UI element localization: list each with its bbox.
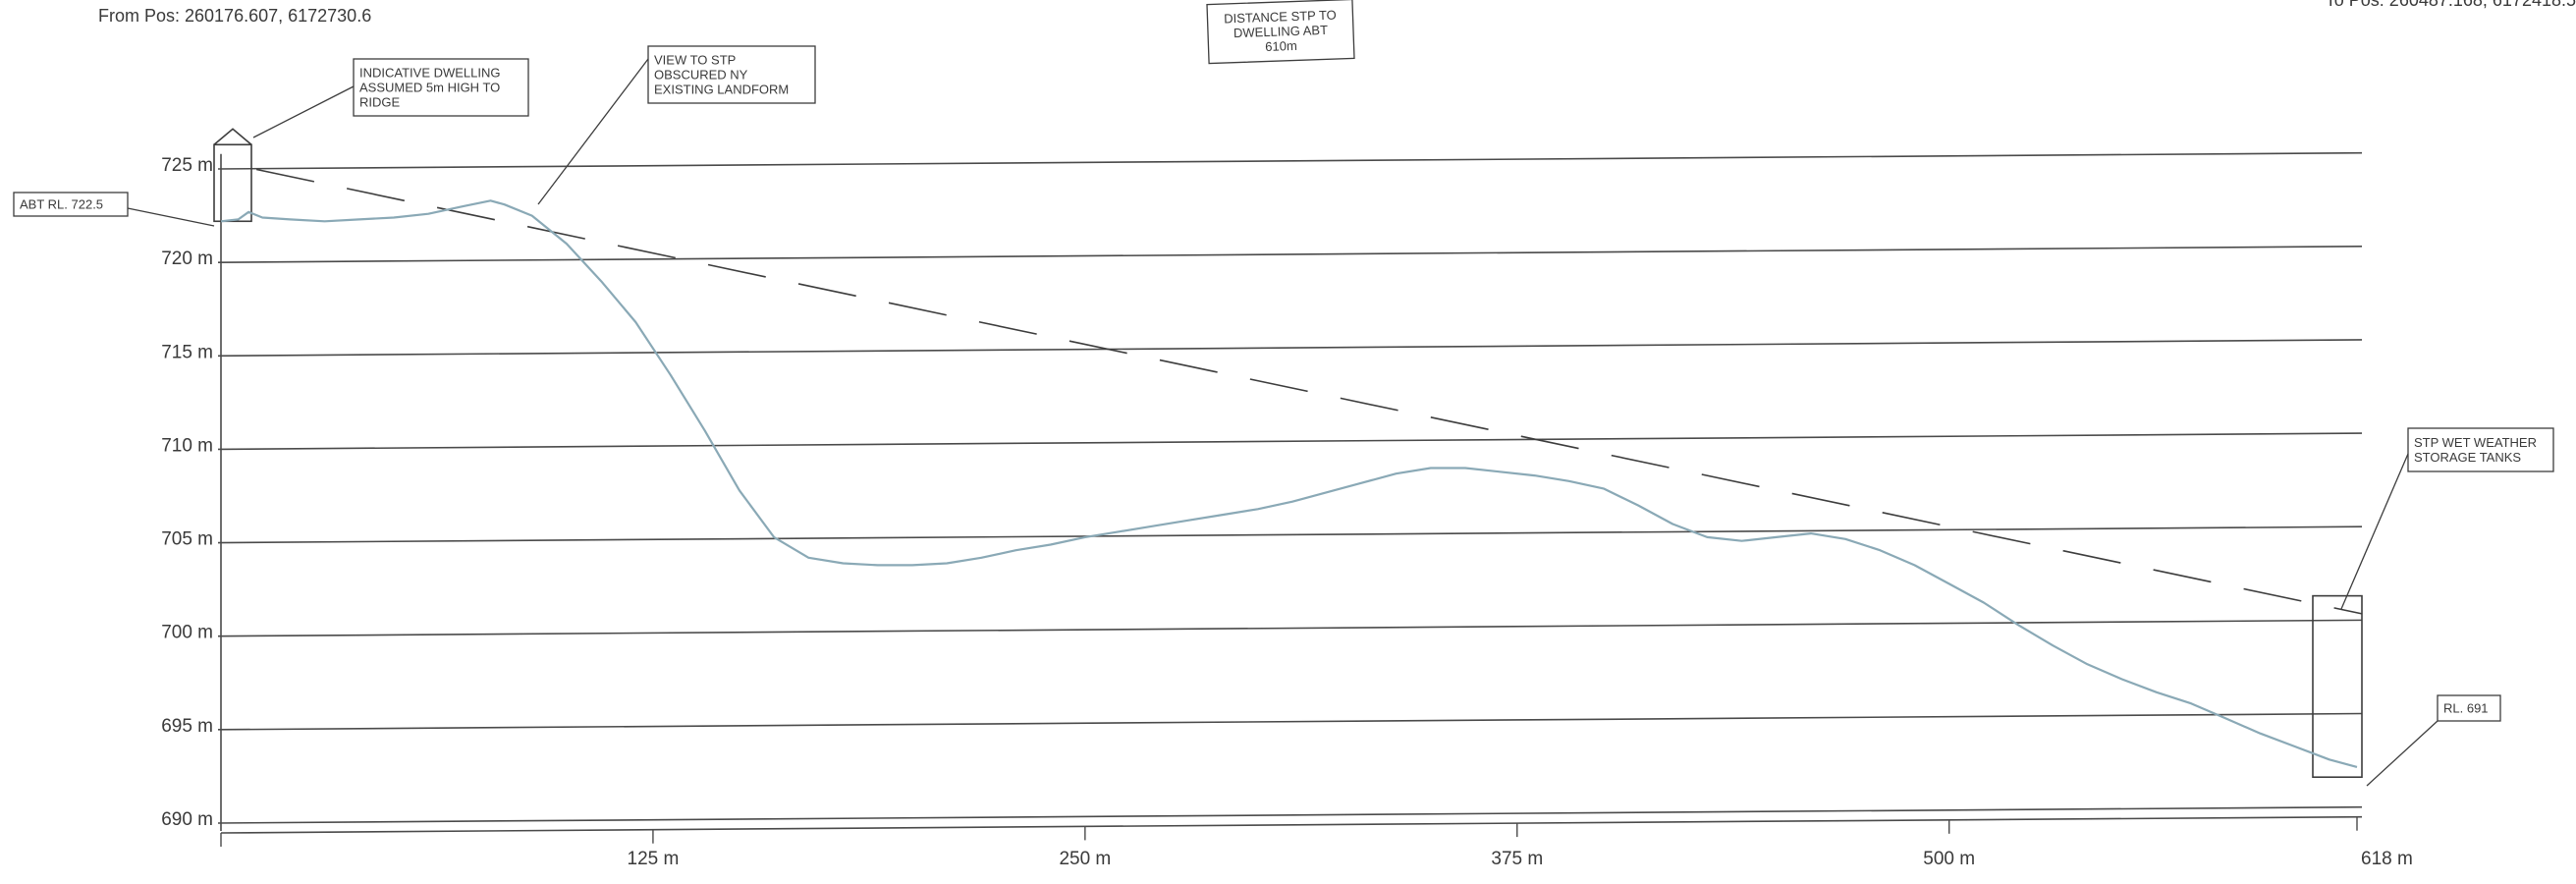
y-tick-label: 715 m — [161, 342, 213, 362]
gridline-705 — [217, 525, 2363, 544]
y-tick-label: 690 m — [161, 809, 213, 830]
annotation-leader — [2366, 720, 2439, 787]
to-position-label: To Pos: 260487.168, 6172418.5 — [2326, 0, 2576, 10]
annotation-text: INDICATIVE DWELLING — [359, 66, 501, 81]
gridline-715 — [217, 339, 2363, 358]
gridline-710 — [217, 432, 2363, 451]
x-tick-label: 250 m — [1059, 849, 1111, 869]
structures — [213, 128, 2363, 779]
x-tick-label: 375 m — [1491, 849, 1543, 869]
gridline-690 — [217, 805, 2363, 824]
gridline-695 — [217, 712, 2363, 731]
x-tick-label: 618 m — [2361, 849, 2413, 869]
x-tick-labels: 125 m 250 m 375 m 500 m 618 m — [628, 849, 2413, 869]
annotation-text: OBSCURED NY — [654, 68, 748, 83]
y-tick-label: 720 m — [161, 249, 213, 269]
annotation-text: ASSUMED 5m HIGH TO — [359, 81, 500, 95]
dwelling-roof — [213, 128, 252, 145]
annotation-rl-691: RL. 691 — [2437, 694, 2501, 722]
gridline-700 — [217, 619, 2363, 637]
annotation-box — [647, 45, 816, 104]
annotation-text: 610m — [1265, 38, 1297, 54]
grid-lines — [217, 151, 2363, 824]
annotation-leader — [2340, 453, 2409, 610]
annotation-box — [2437, 694, 2501, 722]
x-tick-label: 125 m — [628, 849, 680, 869]
gridline-725 — [217, 151, 2363, 170]
annotation-text: RIDGE — [359, 95, 401, 110]
y-tick-label: 705 m — [161, 529, 213, 550]
annotation-leader — [127, 207, 215, 227]
annotation-text: ABT RL. 722.5 — [20, 197, 103, 212]
annotation-abt-rl: ABT RL. 722.5 — [13, 192, 129, 217]
y-tick-label: 710 m — [161, 435, 213, 456]
annotation-box — [13, 192, 129, 217]
axes — [220, 153, 2363, 847]
annotation-text: STORAGE TANKS — [2414, 450, 2521, 465]
annotation-leader — [252, 85, 355, 138]
reference-lines — [255, 168, 2363, 615]
annotation-box — [1206, 0, 1355, 65]
annotation-text: STP WET WEATHER — [2414, 435, 2537, 450]
storage-tank-outline — [2312, 594, 2363, 779]
sight-line-dashed — [255, 168, 2363, 615]
y-tick-label: 700 m — [161, 623, 213, 643]
x-axis-line — [220, 815, 2363, 834]
gridline-720 — [217, 245, 2363, 263]
terrain-profile-line — [220, 199, 2358, 768]
y-tick-labels: 725 m 720 m 715 m 710 m 705 m 700 m 695 m 690 m — [161, 155, 213, 830]
profile-series — [220, 199, 2358, 768]
annotation-text: DWELLING ABT — [1233, 23, 1329, 40]
dwelling-outline — [213, 143, 252, 223]
from-position-label: From Pos: 260176.607, 6172730.6 — [98, 6, 371, 26]
y-tick-label: 695 m — [161, 716, 213, 737]
x-tick-label: 500 m — [1923, 849, 1975, 869]
annotation-text: DISTANCE STP TO — [1224, 8, 1337, 27]
annotation-leader — [537, 58, 649, 205]
annotation-text: VIEW TO STP — [654, 53, 736, 68]
annotation-text: EXISTING LANDFORM — [654, 83, 789, 97]
annotation-box — [2407, 427, 2554, 472]
y-tick-label: 725 m — [161, 155, 213, 176]
annotation-box — [353, 58, 529, 117]
annotation-text: RL. 691 — [2443, 701, 2489, 716]
